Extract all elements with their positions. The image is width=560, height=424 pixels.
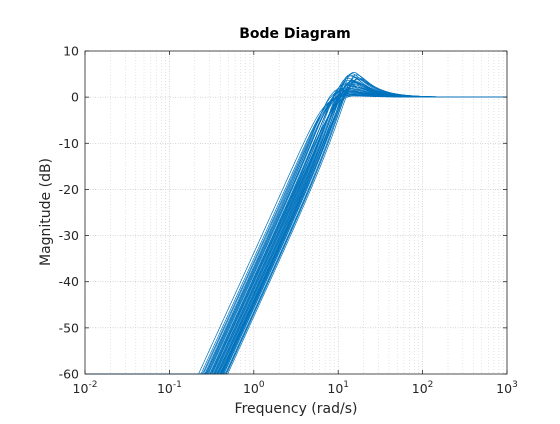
y-tick-label: -30 bbox=[59, 228, 79, 243]
y-tick-label: -20 bbox=[59, 182, 79, 197]
x-axis-label: Frequency (rad/s) bbox=[235, 401, 358, 417]
axis-ticks: 10-2 10-1 100 101 102 103100-10-20-30-40-50-6… bbox=[59, 44, 518, 397]
y-tick-label: 0 bbox=[71, 90, 79, 105]
y-tick-label: -60 bbox=[59, 367, 79, 382]
x-tick-label: 101 bbox=[327, 380, 349, 396]
y-tick-label: -40 bbox=[59, 274, 79, 289]
plot-frame bbox=[84, 50, 508, 375]
y-tick-label: 10 bbox=[63, 44, 79, 59]
x-tick-label: 10-1 bbox=[157, 380, 182, 396]
y-tick-label: -50 bbox=[59, 320, 79, 335]
x-tick-label: 10-2 bbox=[73, 380, 98, 396]
x-tick-label: 102 bbox=[412, 380, 434, 396]
chart-title: Bode Diagram bbox=[239, 26, 351, 42]
y-tick-label: -10 bbox=[59, 136, 79, 151]
y-axis-label: Magnitude (dB) bbox=[38, 158, 54, 266]
x-tick-label: 103 bbox=[496, 380, 518, 396]
x-tick-label: 100 bbox=[243, 380, 265, 396]
